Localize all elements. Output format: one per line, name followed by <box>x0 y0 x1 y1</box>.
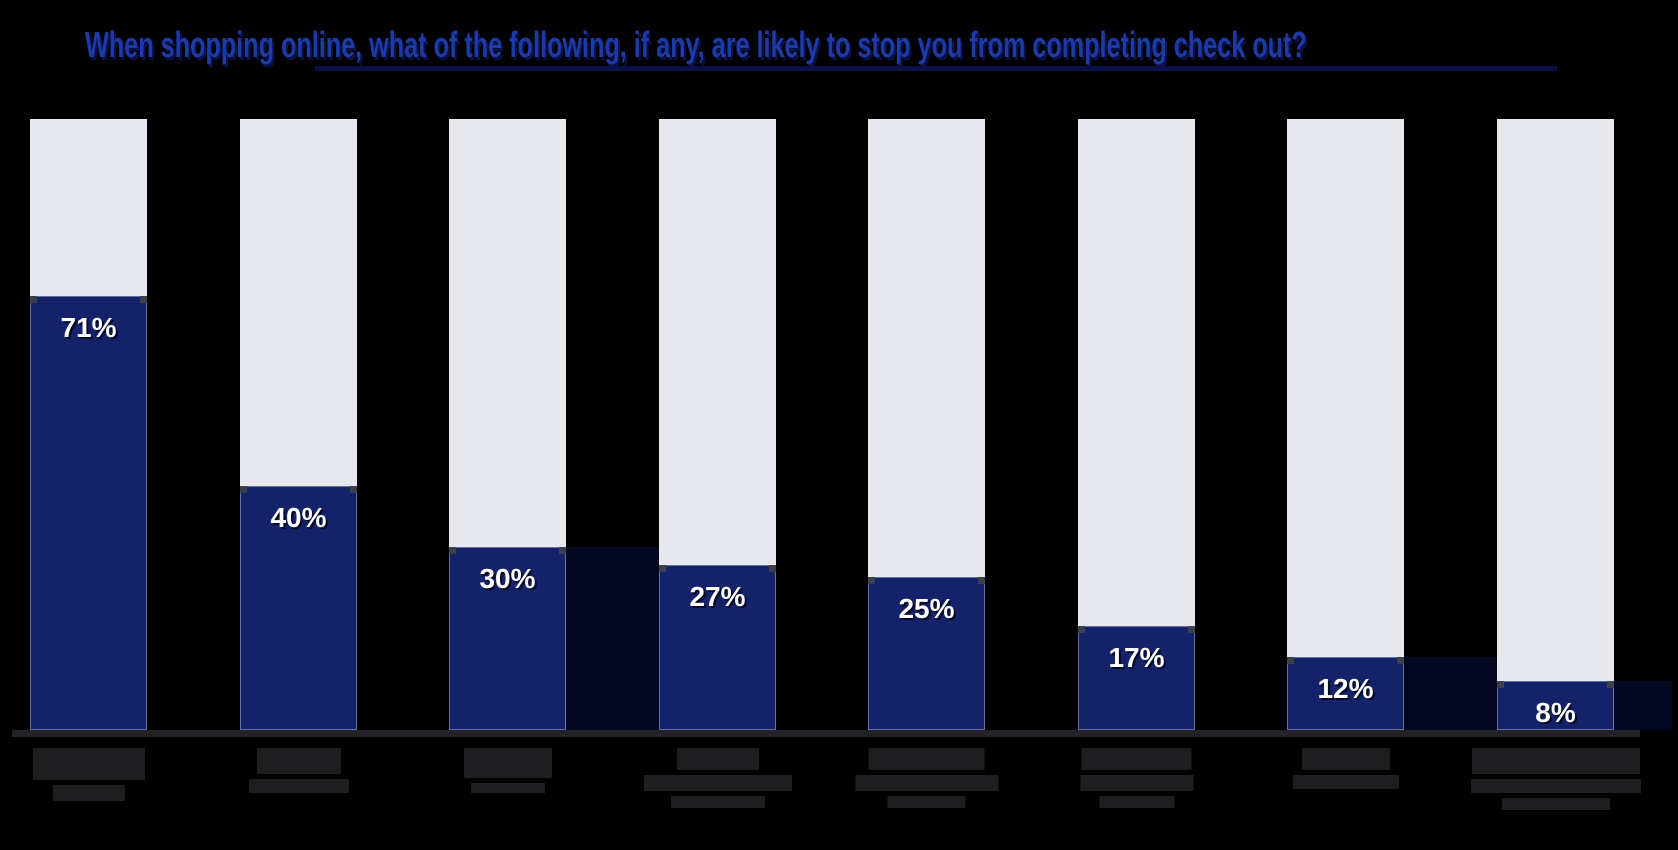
bar-value-label: 30% <box>479 563 536 594</box>
title-underline <box>315 66 1557 71</box>
bar-fill <box>1497 681 1614 730</box>
category-label-line <box>1099 796 1174 808</box>
bar-fill <box>449 547 566 730</box>
bar-value-label: 17% <box>1108 642 1165 673</box>
category-label-redacted <box>32 748 145 801</box>
bar-track <box>1287 119 1404 730</box>
category-label-line <box>887 796 966 808</box>
bar-track <box>1497 119 1614 730</box>
category-label-line <box>470 783 545 793</box>
category-label-redacted <box>1080 748 1193 808</box>
bar-fill <box>1078 626 1195 730</box>
category-label-line <box>1081 748 1192 770</box>
category-label-line <box>256 748 341 774</box>
bar-fill <box>30 296 147 730</box>
category-label-redacted <box>643 748 792 808</box>
category-label-line <box>643 775 792 791</box>
category-label-redacted <box>1470 748 1641 810</box>
bar-fill-shadow <box>566 547 659 730</box>
x-axis-line <box>12 730 1640 737</box>
category-label-line <box>855 775 998 791</box>
category-label-line <box>1301 748 1390 770</box>
category-label-line <box>32 748 145 780</box>
bar-value-label: 27% <box>689 581 746 612</box>
category-label-line <box>1080 775 1193 791</box>
category-label-redacted <box>248 748 349 793</box>
bar-fill-shadow <box>1404 657 1497 730</box>
bar-fill-shadow <box>1614 681 1672 730</box>
category-label-line <box>676 748 759 770</box>
category-label-redacted <box>855 748 998 808</box>
category-label-line <box>1501 798 1610 810</box>
category-label-line <box>248 779 349 793</box>
bar-fill <box>240 486 357 730</box>
category-label-redacted <box>463 748 552 793</box>
category-label-line <box>463 748 552 778</box>
category-label-line <box>868 748 985 770</box>
bar-fill <box>659 565 776 730</box>
category-label-line <box>670 796 765 808</box>
bar-value-label: 25% <box>898 593 955 624</box>
bar-value-label: 12% <box>1317 673 1374 704</box>
chart-title: When shopping online, what of the follow… <box>85 24 1307 65</box>
category-label-line <box>1470 779 1641 793</box>
category-label-line <box>1471 748 1640 774</box>
bar-value-label: 40% <box>270 502 327 533</box>
bar-value-label: 71% <box>60 312 117 343</box>
category-label-line <box>52 785 125 801</box>
category-label-line <box>1292 775 1399 789</box>
bar-fill <box>1287 657 1404 730</box>
bar-fill <box>868 577 985 730</box>
category-label-redacted <box>1292 748 1399 789</box>
bar-value-label: 8% <box>1535 697 1576 728</box>
